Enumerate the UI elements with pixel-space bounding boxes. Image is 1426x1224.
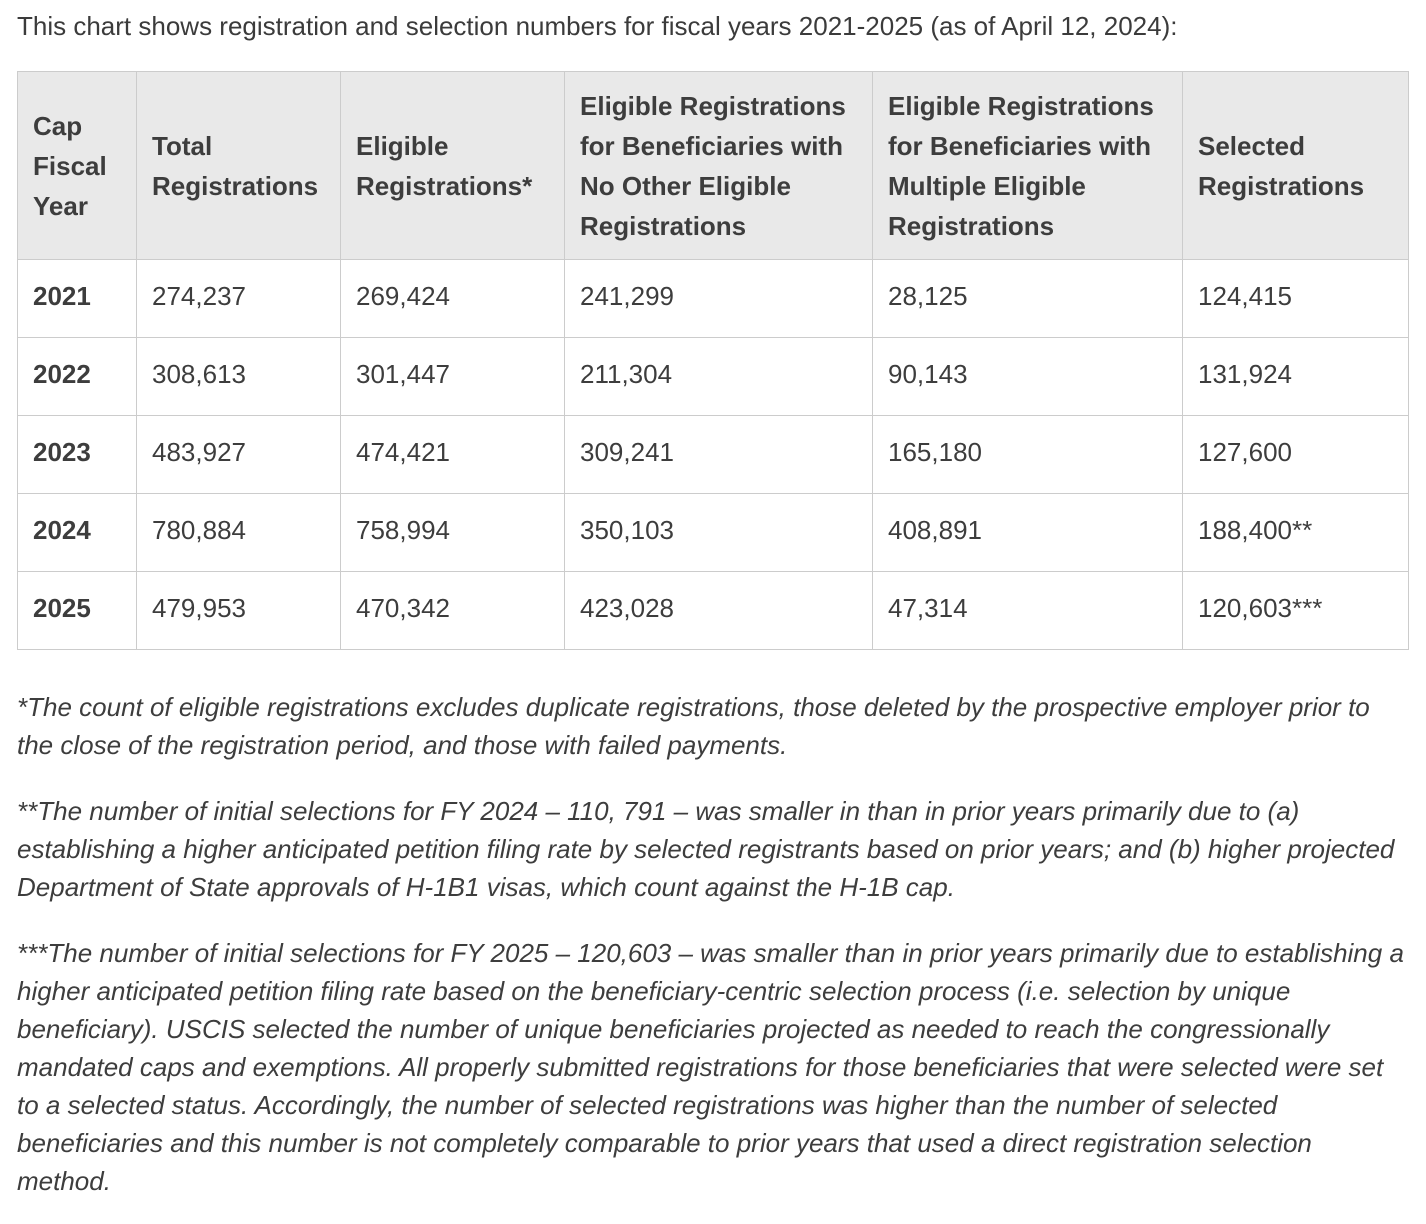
eligible-no-other-cell: 350,103: [564, 493, 873, 572]
footnote-fy2024-selections: **The number of initial selections for F…: [17, 796, 1395, 902]
eligible-no-other-cell: 241,299: [564, 259, 873, 338]
selected-registrations-cell: 124,415: [1182, 259, 1409, 338]
col-header-eligible-multiple: Eligible Registrations for Beneficiaries…: [872, 71, 1183, 260]
header-row: Cap Fiscal Year Total Registrations Elig…: [17, 71, 1409, 260]
total-registrations-cell: 308,613: [136, 337, 341, 416]
table-row-2021: 2021 274,237 269,424 241,299 28,125 124,…: [17, 259, 1409, 338]
footnote-eligible-registrations: *The count of eligible registrations exc…: [17, 692, 1370, 760]
table-row-2023: 2023 483,927 474,421 309,241 165,180 127…: [17, 415, 1409, 494]
eligible-no-other-cell: 309,241: [564, 415, 873, 494]
eligible-multiple-cell: 28,125: [872, 259, 1183, 338]
col-header-selected-registrations: Selected Registrations: [1182, 71, 1409, 260]
col-header-cap-fiscal-year: Cap Fiscal Year: [17, 71, 137, 260]
table-body: 2021 274,237 269,424 241,299 28,125 124,…: [17, 259, 1409, 650]
eligible-multiple-cell: 90,143: [872, 337, 1183, 416]
table-header: Cap Fiscal Year Total Registrations Elig…: [17, 71, 1409, 260]
year-cell: 2024: [17, 493, 137, 572]
total-registrations-cell: 780,884: [136, 493, 341, 572]
eligible-multiple-cell: 408,891: [872, 493, 1183, 572]
registrations-table: Cap Fiscal Year Total Registrations Elig…: [17, 71, 1409, 650]
eligible-multiple-cell: 165,180: [872, 415, 1183, 494]
year-cell: 2021: [17, 259, 137, 338]
col-header-total-registrations: Total Registrations: [136, 71, 341, 260]
eligible-registrations-cell: 474,421: [340, 415, 565, 494]
year-cell: 2023: [17, 415, 137, 494]
total-registrations-cell: 479,953: [136, 571, 341, 650]
footnotes-section: *The count of eligible registrations exc…: [17, 688, 1408, 1200]
intro-text: This chart shows registration and select…: [17, 11, 1178, 41]
table-row-2025: 2025 479,953 470,342 423,028 47,314 120,…: [17, 571, 1409, 650]
eligible-registrations-cell: 758,994: [340, 493, 565, 572]
eligible-registrations-cell: 269,424: [340, 259, 565, 338]
selected-registrations-cell: 127,600: [1182, 415, 1409, 494]
eligible-registrations-cell: 301,447: [340, 337, 565, 416]
eligible-no-other-cell: 423,028: [564, 571, 873, 650]
col-header-eligible-registrations: Eligible Registrations*: [340, 71, 565, 260]
table-row-2024: 2024 780,884 758,994 350,103 408,891 188…: [17, 493, 1409, 572]
footnote-fy2025-selections: ***The number of initial selections for …: [17, 938, 1404, 1196]
year-cell: 2022: [17, 337, 137, 416]
eligible-multiple-cell: 47,314: [872, 571, 1183, 650]
total-registrations-cell: 274,237: [136, 259, 341, 338]
selected-registrations-cell: 120,603***: [1182, 571, 1409, 650]
selected-registrations-cell: 188,400**: [1182, 493, 1409, 572]
selected-registrations-cell: 131,924: [1182, 337, 1409, 416]
year-cell: 2025: [17, 571, 137, 650]
table-row-2022: 2022 308,613 301,447 211,304 90,143 131,…: [17, 337, 1409, 416]
eligible-no-other-cell: 211,304: [564, 337, 873, 416]
eligible-registrations-cell: 470,342: [340, 571, 565, 650]
col-header-eligible-no-other: Eligible Registrations for Beneficiaries…: [564, 71, 873, 260]
total-registrations-cell: 483,927: [136, 415, 341, 494]
